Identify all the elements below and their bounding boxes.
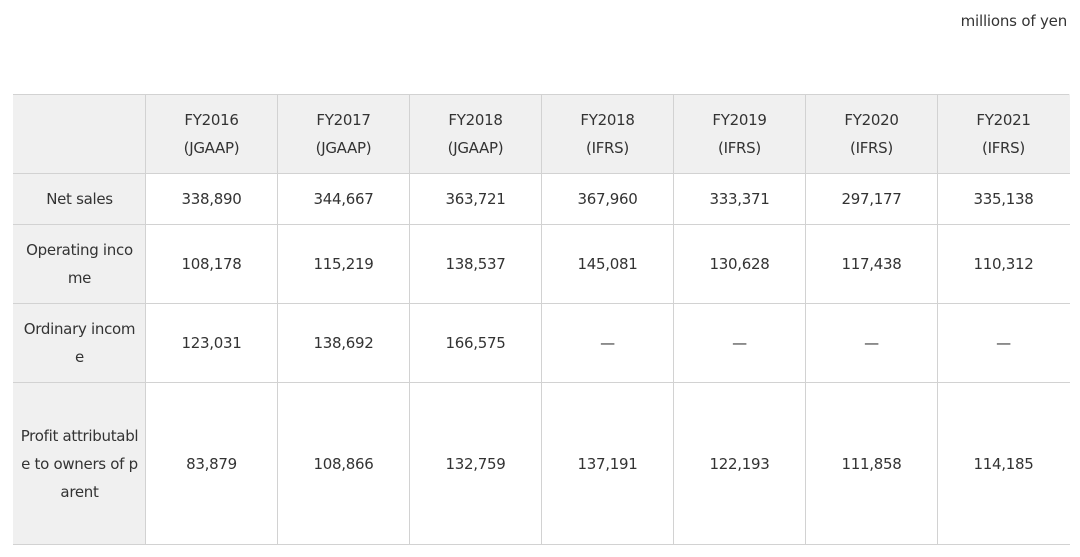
column-standard: (JGAAP) [315,139,372,157]
table-cell: 130,628 [673,224,806,304]
column-header: FY2018 (JGAAP) [409,94,542,174]
table-cell: 132,759 [409,382,542,545]
table-cell: 138,537 [409,224,542,304]
column-header: FY2016 (JGAAP) [145,94,278,174]
table-cell: 108,178 [145,224,278,304]
row-label: Net sales [13,173,146,225]
table-cell: — [805,303,938,383]
table-cell: 138,692 [277,303,410,383]
column-header: FY2020 (IFRS) [805,94,938,174]
column-year: FY2019 [712,111,767,129]
column-year: FY2018 [448,111,503,129]
table-cell: 108,866 [277,382,410,545]
table-row: Ordinary income 123,031 138,692 166,575 … [13,303,1070,383]
table-cell: — [673,303,806,383]
header-corner-cell [13,94,146,174]
table-cell: 83,879 [145,382,278,545]
row-label: Operating income [13,224,146,304]
table-cell: 145,081 [541,224,674,304]
header-row: FY2016 (JGAAP) FY2017 (JGAAP) FY2018 (JG… [13,94,1070,174]
row-label: Profit attributable to owners of parent [13,382,146,545]
column-standard: (IFRS) [850,139,893,157]
table-cell: 115,219 [277,224,410,304]
column-standard: (IFRS) [982,139,1025,157]
column-header: FY2021 (IFRS) [937,94,1070,174]
column-year: FY2017 [316,111,371,129]
column-header: FY2019 (IFRS) [673,94,806,174]
table-cell: 166,575 [409,303,542,383]
unit-note: millions of yen [960,12,1068,30]
table-cell: 117,438 [805,224,938,304]
table-cell: 114,185 [937,382,1070,545]
column-standard: (JGAAP) [447,139,504,157]
table-cell: 111,858 [805,382,938,545]
column-year: FY2020 [844,111,899,129]
column-standard: (JGAAP) [183,139,240,157]
table-cell: — [937,303,1070,383]
column-year: FY2016 [184,111,239,129]
column-year: FY2021 [976,111,1031,129]
table-cell: 338,890 [145,173,278,225]
table-cell: 363,721 [409,173,542,225]
table-row: Net sales 338,890 344,667 363,721 367,96… [13,173,1070,225]
table-cell: — [541,303,674,383]
column-standard: (IFRS) [718,139,761,157]
table-cell: 367,960 [541,173,674,225]
table-cell: 344,667 [277,173,410,225]
column-header: FY2018 (IFRS) [541,94,674,174]
table-cell: 297,177 [805,173,938,225]
column-standard: (IFRS) [586,139,629,157]
row-label: Ordinary income [13,303,146,383]
table-cell: 123,031 [145,303,278,383]
table-row: Profit attributable to owners of parent … [13,382,1070,545]
table-row: Operating income 108,178 115,219 138,537… [13,224,1070,304]
table-cell: 137,191 [541,382,674,545]
table-cell: 333,371 [673,173,806,225]
column-header: FY2017 (JGAAP) [277,94,410,174]
column-year: FY2018 [580,111,635,129]
financial-summary-table: FY2016 (JGAAP) FY2017 (JGAAP) FY2018 (JG… [13,94,1070,545]
table-cell: 335,138 [937,173,1070,225]
table-cell: 122,193 [673,382,806,545]
table-cell: 110,312 [937,224,1070,304]
